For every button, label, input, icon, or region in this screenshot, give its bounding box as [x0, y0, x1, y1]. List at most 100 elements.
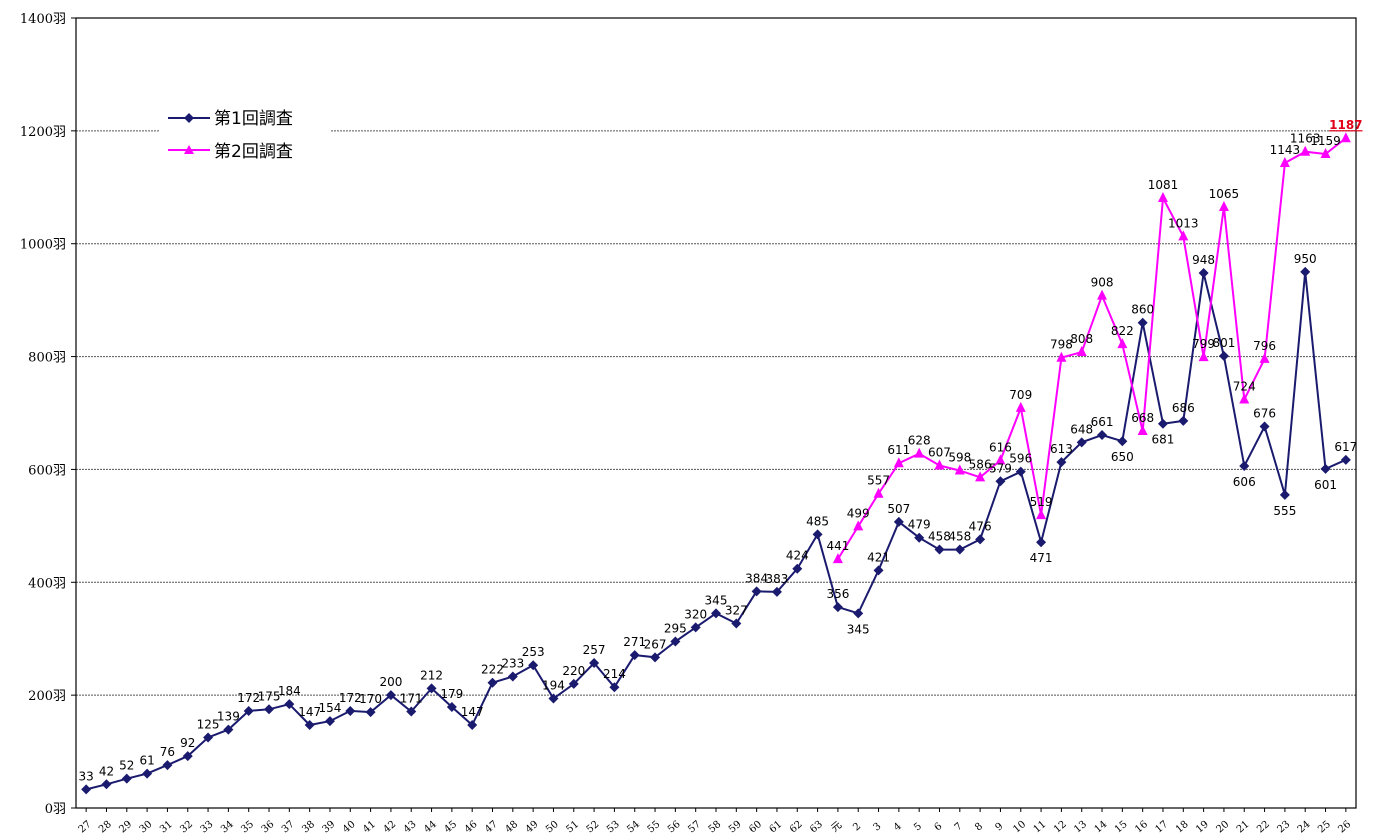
legend-item-series-1: 第1回調査	[168, 109, 293, 129]
x-tick-label: 12	[1052, 819, 1069, 836]
data-point-series-2	[853, 520, 864, 531]
data-point-series-1	[487, 677, 498, 688]
data-label: 327	[725, 603, 748, 617]
x-tick-label: 60	[747, 819, 764, 836]
x-tick-label: 4	[892, 821, 904, 834]
data-label: 598	[948, 451, 971, 465]
data-point-series-1	[1076, 437, 1087, 448]
data-label: 519	[1030, 495, 1053, 509]
x-tick-label: 51	[564, 819, 581, 836]
data-label: 233	[501, 657, 524, 671]
data-point-series-2	[1320, 147, 1331, 158]
data-point-series-2	[1137, 425, 1148, 436]
x-tick-label: 40	[341, 819, 358, 836]
series-markers	[81, 132, 1351, 795]
data-label: 421	[867, 550, 890, 564]
x-tick-label: 37	[280, 819, 297, 836]
x-tick-label: 23	[1275, 819, 1292, 836]
data-label: 676	[1253, 407, 1276, 421]
x-tick-label: 2	[851, 821, 863, 834]
data-label: 1159	[1310, 134, 1341, 148]
legend-item-series-2: 第2回調査	[168, 142, 293, 162]
data-point-series-2	[1340, 132, 1351, 143]
x-tick-label: 3	[872, 821, 884, 834]
y-tick-label: 1200羽	[20, 125, 66, 140]
data-label: 471	[1030, 551, 1053, 565]
data-point-series-1	[426, 683, 437, 694]
x-tick-label: 47	[483, 819, 500, 836]
x-tick-label: 55	[646, 819, 663, 836]
data-point-series-1	[1117, 436, 1128, 447]
x-tick-label: 50	[544, 819, 561, 836]
y-tick-labels: 0羽 200羽 400羽 600羽 800羽 1000羽 1200羽 1400羽	[20, 12, 66, 817]
data-label: 607	[928, 445, 951, 459]
x-tick-label: 14	[1093, 819, 1110, 836]
data-point-series-1	[792, 563, 803, 574]
data-point-series-1	[304, 720, 315, 731]
data-point-series-1	[1157, 418, 1168, 429]
data-point-series-1	[1259, 421, 1270, 432]
data-label: 476	[969, 519, 992, 533]
data-point-series-1	[771, 586, 782, 597]
y-tick-label: 200羽	[28, 689, 66, 704]
x-tick-label: 34	[219, 819, 236, 836]
data-label: 139	[217, 710, 240, 724]
data-point-series-1	[142, 768, 153, 779]
x-tick-label: 39	[321, 819, 338, 836]
data-label: 596	[1009, 452, 1032, 466]
x-tick-label: 20	[1214, 819, 1231, 836]
data-label: 172	[339, 691, 362, 705]
data-point-series-1	[832, 602, 843, 613]
data-point-series-1	[284, 699, 295, 710]
x-tick-label: 33	[199, 819, 216, 836]
x-tick-label: 11	[1032, 819, 1049, 836]
data-label: 458	[928, 530, 951, 544]
x-tick-label: 13	[1072, 819, 1089, 836]
y-tick-label: 1000羽	[20, 238, 66, 253]
data-label: 194	[542, 679, 565, 693]
data-point-series-2	[873, 487, 884, 498]
data-point-series-1	[1178, 415, 1189, 426]
data-label: 661	[1091, 415, 1114, 429]
data-label: 606	[1233, 475, 1256, 489]
data-point-series-1	[1239, 461, 1250, 472]
legend: 第1回調査 第2回調査	[160, 100, 330, 168]
data-label: 271	[623, 635, 646, 649]
data-point-series-1	[1056, 457, 1067, 468]
data-label: 383	[765, 572, 788, 586]
data-label: 1081	[1148, 178, 1179, 192]
data-label: 171	[400, 692, 423, 706]
data-label: 796	[1253, 339, 1276, 353]
data-point-series-2	[1198, 351, 1209, 362]
x-tick-label: 44	[422, 819, 439, 836]
data-point-series-1	[467, 720, 478, 731]
data-point-series-1	[81, 784, 92, 795]
x-tick-label: 36	[260, 819, 277, 836]
data-label: 170	[359, 692, 382, 706]
data-point-series-1	[853, 608, 864, 619]
data-label: 724	[1233, 379, 1256, 393]
data-label: 613	[1050, 442, 1073, 456]
x-tick-label: 58	[707, 819, 724, 836]
data-point-series-2	[1076, 346, 1087, 357]
data-point-series-1	[345, 705, 356, 716]
x-tick-label: 18	[1174, 819, 1191, 836]
x-tick-label: 19	[1194, 819, 1211, 836]
x-tick-label: 5	[912, 821, 924, 834]
data-point-series-1	[751, 586, 762, 597]
data-label: 479	[908, 518, 931, 532]
data-label: 295	[664, 622, 687, 636]
data-labels: 33 42 52 6176921251391721751841471541721702…	[79, 118, 1363, 783]
x-tick-label: 元	[830, 820, 845, 835]
x-tick-label: 45	[442, 819, 459, 836]
y-tick-label: 1400羽	[20, 12, 66, 27]
data-point-series-1	[670, 636, 681, 647]
data-label: 801	[1212, 336, 1235, 350]
data-label: 860	[1131, 303, 1154, 317]
data-label: 611	[887, 443, 910, 457]
data-point-series-2	[1300, 145, 1311, 156]
data-point-series-1	[954, 544, 965, 555]
data-point-series-2	[914, 447, 925, 458]
data-point-series-1	[568, 678, 579, 689]
data-point-series-1	[650, 652, 661, 663]
